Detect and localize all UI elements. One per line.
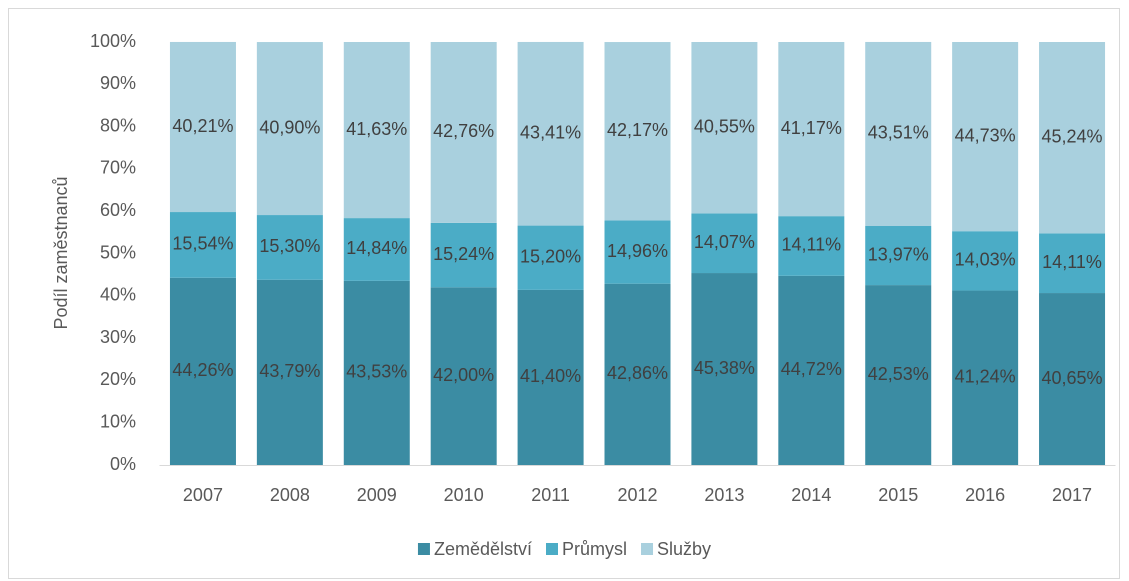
data-label: 14,03% xyxy=(955,250,1016,270)
y-axis-label: Podíl zaměstnanců xyxy=(51,176,71,329)
bar-segment xyxy=(343,218,410,281)
y-tick-label: 90% xyxy=(100,73,136,93)
data-label: 40,55% xyxy=(694,117,755,137)
x-tick-label: 2016 xyxy=(965,485,1005,505)
data-label: 40,65% xyxy=(1042,368,1103,388)
x-tick-label: 2007 xyxy=(183,485,223,505)
data-label: 42,17% xyxy=(607,120,668,140)
bar-segment xyxy=(778,275,845,465)
data-label: 14,84% xyxy=(346,238,407,258)
y-tick-label: 80% xyxy=(100,115,136,135)
bar-segment xyxy=(430,222,497,288)
data-label: 43,51% xyxy=(868,123,929,143)
bar-segment xyxy=(691,213,758,274)
bar-segment xyxy=(865,226,932,286)
bar-segment xyxy=(691,42,758,214)
bar-segment xyxy=(343,280,410,465)
bar-segment xyxy=(343,42,410,219)
data-label: 45,38% xyxy=(694,358,755,378)
y-tick-label: 100% xyxy=(90,31,136,51)
y-tick-label: 50% xyxy=(100,242,136,262)
data-label: 45,24% xyxy=(1042,126,1103,146)
bar-segment xyxy=(256,215,323,280)
data-label: 14,11% xyxy=(781,235,841,255)
data-label: 41,17% xyxy=(781,118,842,138)
data-label: 14,96% xyxy=(607,241,668,261)
x-tick-label: 2011 xyxy=(531,485,570,505)
bar-segment xyxy=(517,289,584,465)
x-tick-label: 2010 xyxy=(444,485,484,505)
data-label: 15,20% xyxy=(520,246,581,266)
y-tick-label: 30% xyxy=(100,327,136,347)
data-label: 40,21% xyxy=(172,116,233,136)
data-label: 14,07% xyxy=(694,232,755,252)
bar-segment xyxy=(691,273,758,465)
bar-segment xyxy=(778,42,845,217)
legend-swatch xyxy=(417,543,430,555)
x-tick-label: 2013 xyxy=(704,485,744,505)
legend-label: Služby xyxy=(657,539,711,559)
legend-swatch xyxy=(546,543,558,555)
bar-segment xyxy=(256,42,323,216)
bar-segment xyxy=(865,41,932,227)
x-tick-label: 2014 xyxy=(791,485,831,505)
x-tick-label: 2012 xyxy=(617,485,657,505)
x-tick-label: 2017 xyxy=(1052,485,1092,505)
y-tick-label: 20% xyxy=(100,369,136,389)
bar-segment xyxy=(169,212,236,278)
data-label: 41,24% xyxy=(955,367,1016,387)
bar-segment xyxy=(430,287,497,465)
bar-segment xyxy=(517,225,584,290)
data-label: 43,41% xyxy=(520,123,581,143)
bar-segment xyxy=(1039,233,1106,294)
data-label: 40,90% xyxy=(259,117,320,137)
legend-swatch xyxy=(641,543,654,555)
data-label: 15,24% xyxy=(433,244,494,264)
y-tick-label: 70% xyxy=(100,158,136,178)
bar-segment xyxy=(865,285,932,465)
bar-segment xyxy=(256,279,323,465)
bar-segment xyxy=(952,290,1019,465)
legend-label: Zemědělství xyxy=(434,539,532,559)
data-label: 43,53% xyxy=(346,362,407,382)
bar-segment xyxy=(952,42,1019,232)
bar-segment xyxy=(604,42,671,221)
data-label: 14,11% xyxy=(1042,252,1102,272)
data-label: 41,40% xyxy=(520,366,581,386)
x-tick-label: 2008 xyxy=(270,485,310,505)
data-label: 42,00% xyxy=(433,365,494,385)
x-tick-label: 2009 xyxy=(357,485,397,505)
data-label: 42,53% xyxy=(868,364,929,384)
data-label: 41,63% xyxy=(346,119,407,139)
bar-segment xyxy=(430,42,497,223)
data-label: 43,79% xyxy=(259,361,320,381)
bar-segment xyxy=(1039,42,1106,234)
bar-segment xyxy=(1039,293,1106,465)
data-label: 15,30% xyxy=(259,236,320,256)
y-tick-label: 0% xyxy=(110,454,136,474)
data-label: 42,76% xyxy=(433,121,494,141)
bar-segment xyxy=(517,41,584,226)
data-label: 15,54% xyxy=(172,234,233,254)
bar-segment xyxy=(952,231,1019,291)
bar-segment xyxy=(604,283,671,465)
legend-label: Průmysl xyxy=(562,539,627,559)
bar-segment xyxy=(169,41,236,213)
y-tick-label: 60% xyxy=(100,200,136,220)
bar-segment xyxy=(778,216,845,276)
data-label: 13,97% xyxy=(868,244,929,264)
x-tick-label: 2015 xyxy=(878,485,918,505)
bar-segment xyxy=(169,277,236,465)
data-label: 44,73% xyxy=(955,125,1016,145)
data-label: 44,26% xyxy=(172,360,233,380)
bar-segment xyxy=(604,220,671,284)
data-label: 42,86% xyxy=(607,363,668,383)
data-label: 44,72% xyxy=(781,359,842,379)
y-tick-label: 40% xyxy=(100,285,136,305)
y-tick-label: 10% xyxy=(100,411,136,431)
